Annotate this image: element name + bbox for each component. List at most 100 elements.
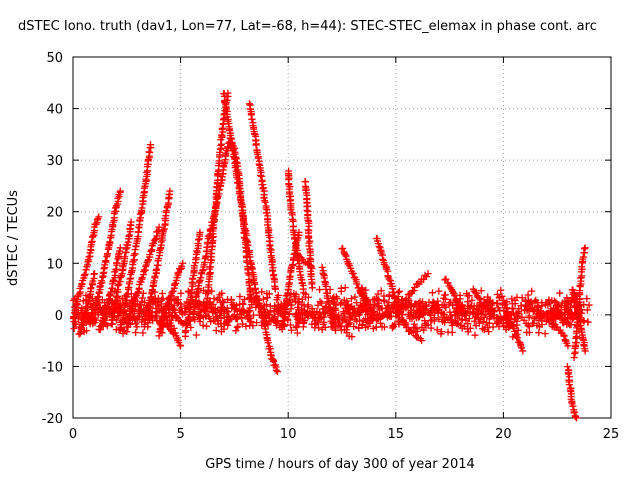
data-point	[314, 301, 322, 309]
data-point	[515, 305, 523, 313]
data-point	[130, 252, 138, 260]
data-point	[236, 293, 244, 301]
data-point	[475, 294, 483, 302]
x-tick-label: 10	[280, 427, 297, 442]
data-point	[173, 296, 181, 304]
data-point	[404, 295, 412, 303]
data-point	[395, 306, 403, 314]
data-point	[100, 265, 108, 273]
data-point	[149, 317, 157, 325]
data-point	[556, 289, 564, 297]
data-point	[497, 286, 505, 294]
data-point	[203, 322, 211, 330]
data-point	[545, 312, 553, 320]
x-tick-label: 20	[495, 427, 512, 442]
data-point	[271, 285, 279, 293]
data-point	[452, 307, 460, 315]
data-point	[241, 295, 249, 303]
data-point	[106, 238, 114, 246]
data-point	[87, 284, 95, 292]
data-point	[96, 306, 104, 314]
data-point	[496, 293, 504, 301]
data-point	[489, 323, 497, 331]
data-point	[216, 182, 224, 190]
data-point	[353, 299, 361, 307]
data-point	[461, 311, 469, 319]
data-point	[174, 269, 182, 277]
data-point	[217, 314, 225, 322]
data-point	[567, 304, 575, 312]
data-point	[513, 317, 521, 325]
data-point	[197, 314, 205, 322]
y-tick-label: 0	[55, 309, 63, 324]
data-point	[564, 342, 572, 350]
axis-ticks: 0 5 10 15 20 25 -20 -10 0 10 20 30 40 50	[42, 51, 620, 442]
data-point	[377, 287, 385, 295]
data-point	[195, 236, 203, 244]
data-point	[153, 265, 161, 273]
x-axis-label: GPS time / hours of day 300 of year 2014	[205, 457, 475, 472]
data-point	[434, 297, 442, 305]
y-tick-label: 30	[46, 154, 63, 169]
data-point	[113, 259, 121, 267]
data-point	[524, 321, 532, 329]
data-point	[218, 323, 226, 331]
data-point	[274, 310, 282, 318]
data-point	[302, 293, 310, 301]
data-point	[583, 306, 591, 314]
data-point	[264, 321, 272, 329]
data-point	[305, 242, 313, 250]
data-point	[388, 285, 396, 293]
data-point	[167, 326, 175, 334]
data-point	[548, 316, 556, 324]
data-point	[441, 295, 449, 303]
data-point	[212, 313, 220, 321]
data-point	[408, 315, 416, 323]
data-point	[248, 115, 256, 123]
data-point	[262, 301, 270, 309]
data-point	[254, 295, 262, 303]
data-point	[573, 414, 581, 422]
data-point	[272, 318, 280, 326]
data-point	[114, 194, 122, 202]
data-point	[233, 315, 241, 323]
data-point	[464, 320, 472, 328]
data-point	[230, 302, 238, 310]
data-point	[133, 289, 141, 297]
data-point	[293, 329, 301, 337]
data-point	[197, 274, 205, 282]
data-point	[89, 315, 97, 323]
data-point	[444, 279, 452, 287]
data-point	[564, 319, 572, 327]
data-point	[263, 294, 271, 302]
data-point	[352, 308, 360, 316]
data-point	[238, 314, 246, 322]
data-point	[308, 280, 316, 288]
y-tick-label: 50	[46, 51, 63, 66]
data-point	[473, 306, 481, 314]
data-point	[513, 334, 521, 342]
data-point	[80, 272, 88, 280]
data-point	[312, 320, 320, 328]
data-point	[519, 347, 527, 355]
data-point	[574, 306, 582, 314]
data-point	[493, 299, 501, 307]
data-point	[427, 317, 435, 325]
y-axis-label: dSTEC / TECUs	[6, 190, 21, 286]
data-point	[94, 292, 102, 300]
data-point	[327, 310, 335, 318]
data-point	[376, 319, 384, 327]
data-point	[564, 296, 572, 304]
data-point	[118, 318, 126, 326]
data-point	[502, 304, 510, 312]
data-point	[348, 333, 356, 341]
data-point	[511, 327, 519, 335]
data-point	[229, 313, 237, 321]
data-point	[250, 311, 258, 319]
data-point	[273, 306, 281, 314]
data-point	[290, 254, 298, 262]
data-point	[257, 171, 265, 179]
data-point	[518, 313, 526, 321]
data-point	[240, 307, 248, 315]
data-point	[216, 291, 224, 299]
